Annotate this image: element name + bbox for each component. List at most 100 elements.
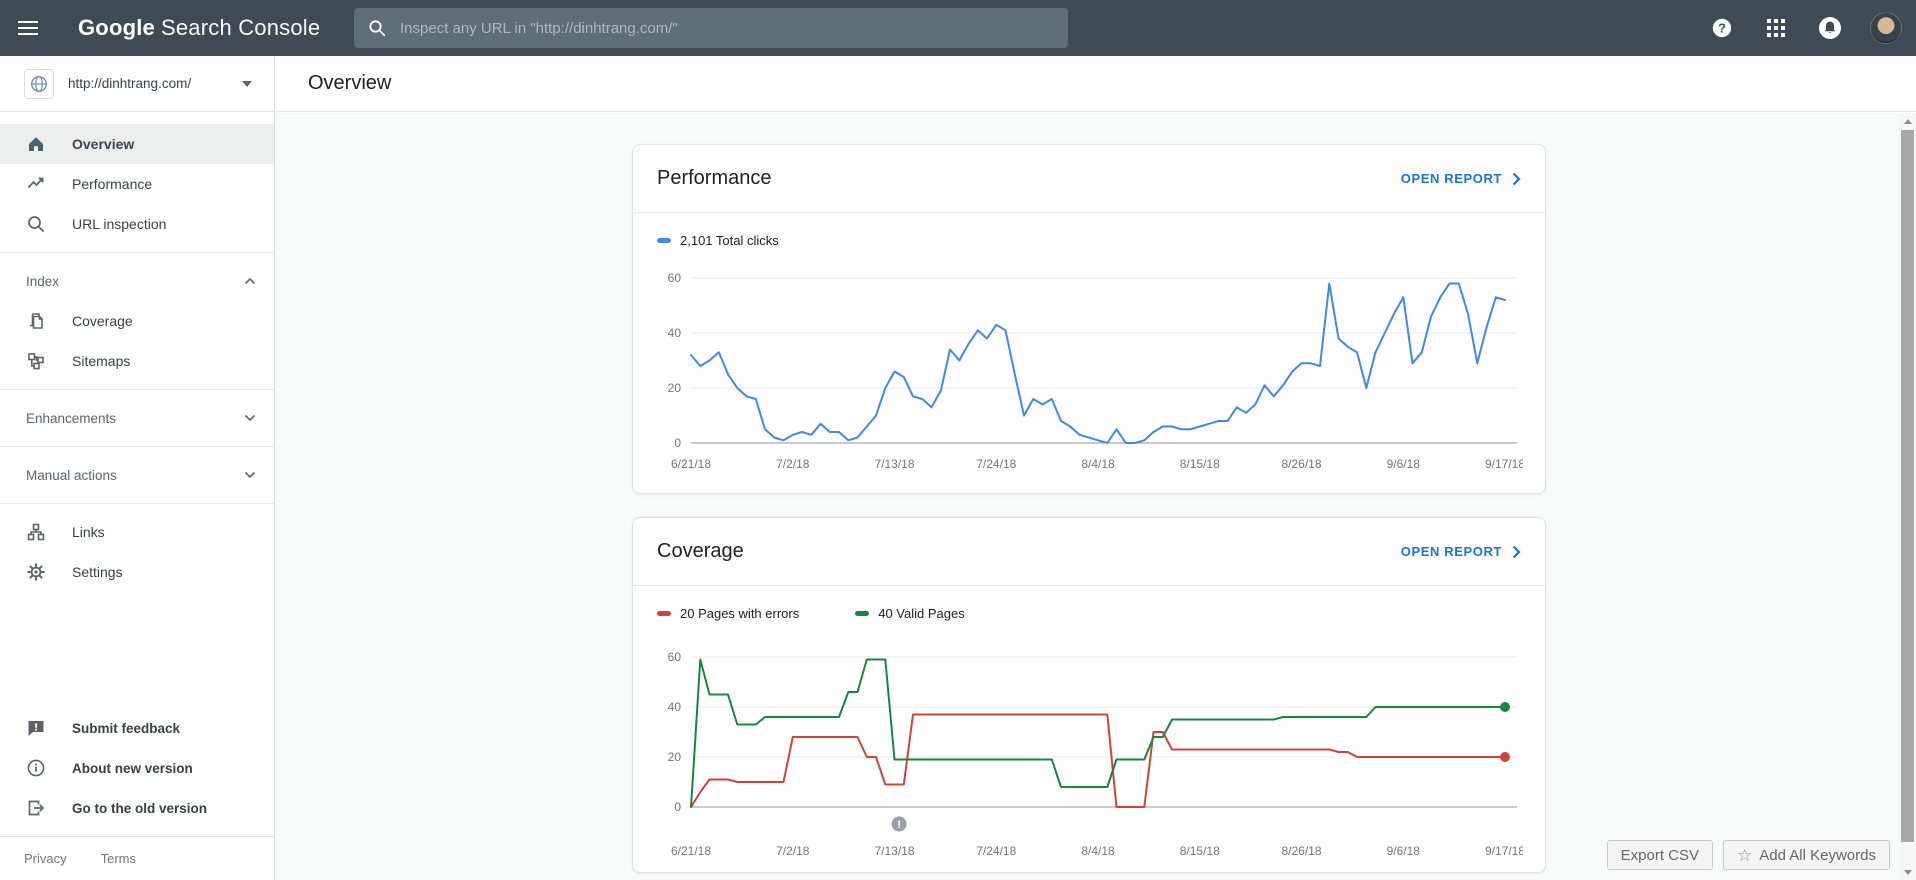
chevron-down-icon [244, 414, 256, 422]
svg-text:60: 60 [668, 650, 682, 664]
chevron-down-icon [244, 471, 256, 479]
coverage-chart-svg: 02040606/21/187/2/187/13/187/24/188/4/18… [657, 633, 1523, 863]
sidebar-nav: Overview Performance URL inspection [0, 112, 274, 592]
svg-text:8/4/18: 8/4/18 [1081, 844, 1115, 858]
svg-text:!: ! [897, 819, 901, 831]
extension-overlay-buttons: Export CSV ☆ Add All Keywords [1607, 840, 1890, 870]
privacy-link[interactable]: Privacy [24, 851, 67, 866]
home-icon [26, 134, 46, 154]
svg-text:0: 0 [674, 436, 681, 450]
legend-item: 20 Pages with errors [657, 606, 799, 621]
svg-text:9/17/18: 9/17/18 [1485, 457, 1523, 471]
performance-chart[interactable]: 02040606/21/187/2/187/13/187/24/188/4/18… [633, 250, 1545, 479]
sidebar-item-label: Overview [72, 136, 134, 152]
user-avatar[interactable] [1870, 12, 1902, 44]
scrollbar-thumb[interactable] [1901, 130, 1914, 842]
svg-text:7/24/18: 7/24/18 [976, 844, 1016, 858]
submit-feedback-item[interactable]: Submit feedback [0, 708, 274, 748]
url-inspect-searchbox[interactable] [354, 8, 1068, 48]
star-icon: ☆ [1737, 847, 1752, 864]
coverage-legend: 20 Pages with errors 40 Valid Pages [633, 586, 1545, 623]
sidebar-item-performance[interactable]: Performance [0, 164, 274, 204]
apps-grid-button[interactable] [1762, 14, 1790, 42]
bell-icon [1818, 16, 1842, 40]
legend-label: 2,101 Total clicks [680, 233, 779, 248]
info-icon [26, 758, 46, 778]
svg-text:9/17/18: 9/17/18 [1485, 844, 1523, 858]
content-area: Performance OPEN REPORT 2,101 Total clic… [276, 113, 1899, 880]
sidebar-item-url-inspection[interactable]: URL inspection [0, 204, 274, 244]
svg-text:9/6/18: 9/6/18 [1387, 844, 1421, 858]
about-new-version-item[interactable]: About new version [0, 748, 274, 788]
chevron-right-icon [1512, 545, 1521, 559]
legend-marker-total-clicks [657, 238, 671, 243]
legend-item: 2,101 Total clicks [657, 233, 779, 248]
property-selector[interactable]: http://dinhtrang.com/ [0, 56, 274, 112]
legend-marker-valid [855, 611, 869, 616]
performance-open-report-button[interactable]: OPEN REPORT [1401, 171, 1521, 186]
svg-text:8/15/18: 8/15/18 [1180, 457, 1220, 471]
chevron-up-icon [244, 277, 256, 285]
divider [0, 252, 274, 253]
sidebar-item-label: Links [72, 524, 105, 540]
coverage-open-report-button[interactable]: OPEN REPORT [1401, 544, 1521, 559]
search-icon [368, 19, 386, 37]
section-label: Enhancements [26, 411, 244, 426]
add-all-keywords-button[interactable]: ☆ Add All Keywords [1723, 840, 1890, 870]
legend-label: 20 Pages with errors [680, 606, 799, 621]
sidebar-item-settings[interactable]: Settings [0, 552, 274, 592]
svg-text:8/26/18: 8/26/18 [1281, 457, 1321, 471]
footer-item-label: Submit feedback [72, 721, 180, 736]
pages-icon [26, 311, 46, 331]
svg-text:7/13/18: 7/13/18 [874, 457, 914, 471]
terms-link[interactable]: Terms [101, 851, 136, 866]
export-csv-button[interactable]: Export CSV [1607, 840, 1713, 870]
sidebar-item-sitemaps[interactable]: Sitemaps [0, 341, 274, 381]
sidebar-item-coverage[interactable]: Coverage [0, 301, 274, 341]
performance-legend: 2,101 Total clicks [633, 213, 1545, 250]
svg-text:6/21/18: 6/21/18 [671, 844, 711, 858]
hamburger-menu-button[interactable] [0, 0, 56, 56]
sidebar-item-overview[interactable]: Overview [0, 124, 274, 164]
section-header-index[interactable]: Index [0, 261, 274, 301]
legend-marker-errors [657, 611, 671, 616]
notifications-button[interactable] [1816, 14, 1844, 42]
logo-product-text: Search Console [161, 15, 320, 40]
coverage-chart[interactable]: 02040606/21/187/2/187/13/187/24/188/4/18… [633, 623, 1545, 868]
vertical-scrollbar[interactable] [1899, 113, 1916, 880]
sidebar-footer: Submit feedback About new version [0, 708, 274, 880]
sidebar-item-links[interactable]: Links [0, 512, 274, 552]
sidebar-item-label: Performance [72, 176, 152, 192]
legend-label: 40 Valid Pages [878, 606, 965, 621]
sidebar-item-label: URL inspection [72, 216, 166, 232]
section-header-manual-actions[interactable]: Manual actions [0, 455, 274, 495]
svg-text:7/2/18: 7/2/18 [776, 457, 810, 471]
svg-text:40: 40 [668, 700, 682, 714]
svg-text:40: 40 [668, 326, 682, 340]
sidebar-item-label: Coverage [72, 313, 133, 329]
gear-icon [26, 562, 46, 582]
feedback-icon [26, 718, 46, 738]
go-to-old-version-item[interactable]: Go to the old version [0, 788, 274, 828]
apps-grid-icon [1767, 19, 1785, 37]
legal-links: Privacy Terms [0, 836, 274, 880]
help-button[interactable]: ? [1708, 14, 1736, 42]
scrollbar-down-arrow[interactable] [1899, 864, 1916, 880]
help-icon: ? [1711, 17, 1733, 39]
divider [0, 503, 274, 504]
svg-text:7/24/18: 7/24/18 [976, 457, 1016, 471]
search-input[interactable] [400, 20, 1020, 37]
scrollbar-up-arrow[interactable] [1899, 113, 1916, 129]
svg-text:9/6/18: 9/6/18 [1387, 457, 1421, 471]
links-tree-icon [26, 522, 46, 542]
svg-text:8/4/18: 8/4/18 [1081, 457, 1115, 471]
open-report-label: OPEN REPORT [1401, 544, 1502, 559]
divider [0, 389, 274, 390]
page-title: Overview [308, 72, 391, 95]
svg-text:20: 20 [668, 381, 682, 395]
magnifier-icon [26, 214, 46, 234]
section-header-enhancements[interactable]: Enhancements [0, 398, 274, 438]
svg-text:8/15/18: 8/15/18 [1180, 844, 1220, 858]
exit-icon [26, 798, 46, 818]
footer-item-label: About new version [72, 761, 193, 776]
